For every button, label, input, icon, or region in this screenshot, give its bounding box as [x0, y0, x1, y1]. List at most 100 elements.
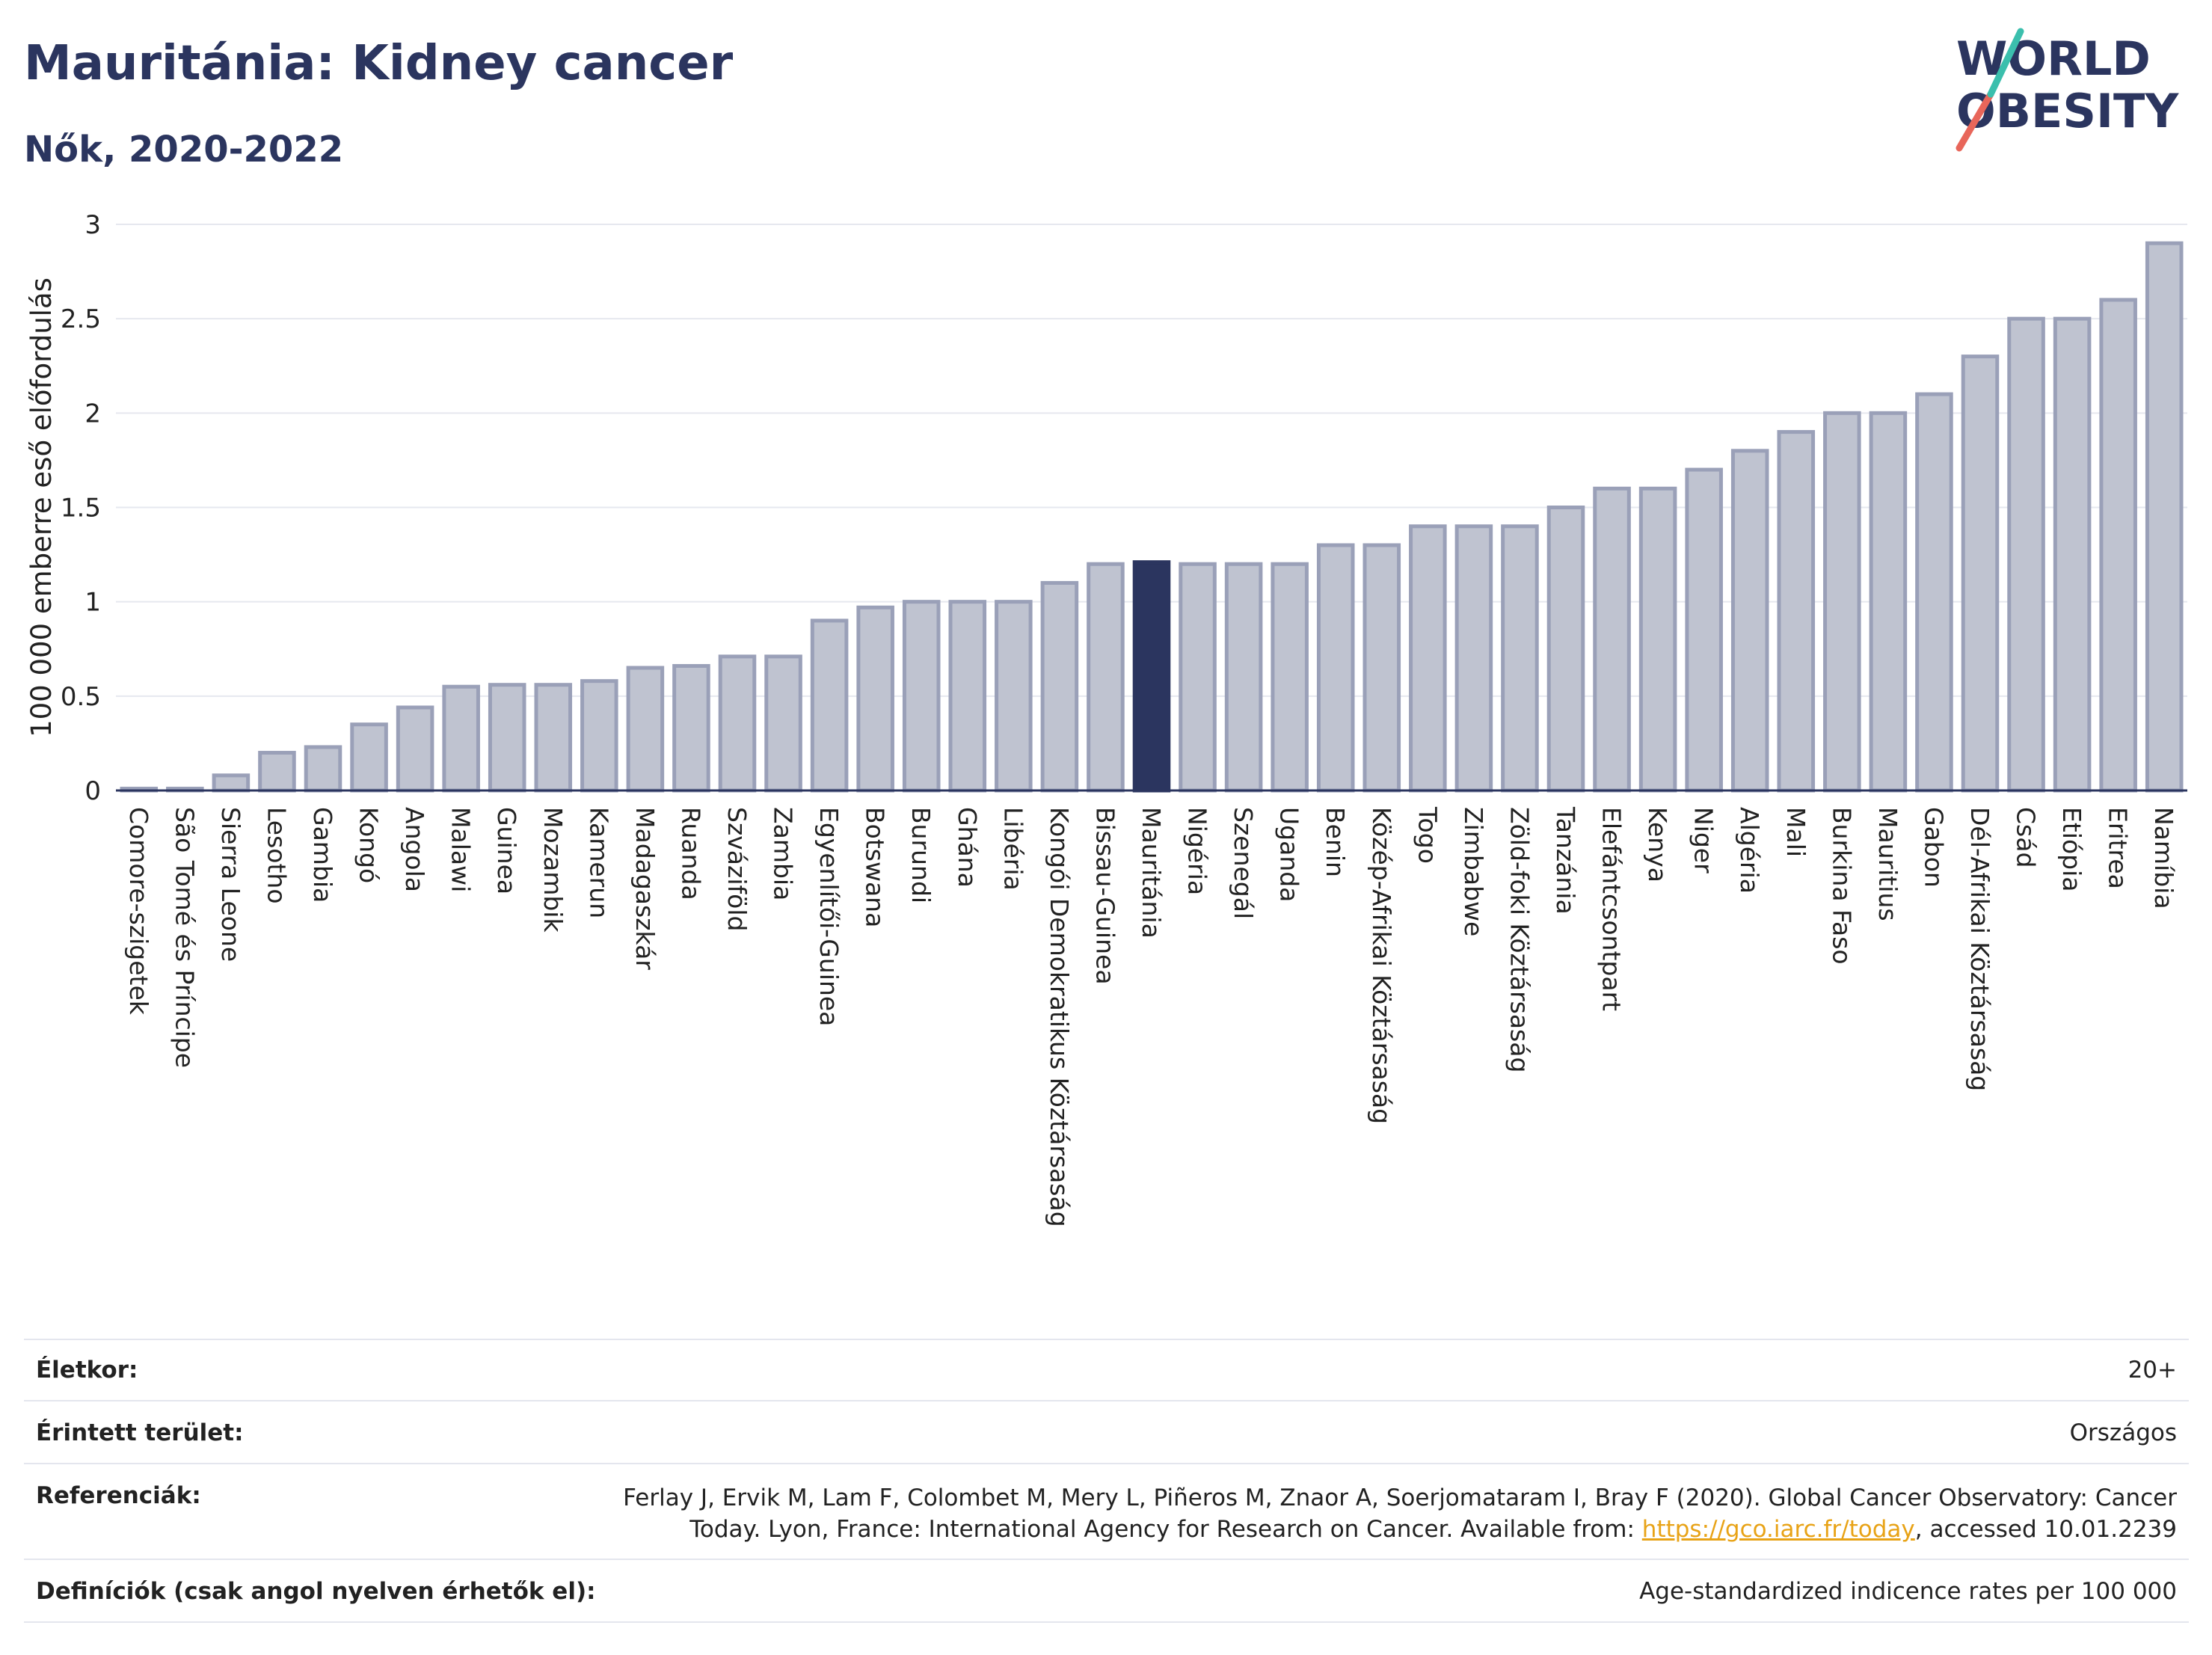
definitions-value: Age-standardized indicence rates per 100…	[1639, 1578, 2177, 1605]
x-tick-label: Benin	[1321, 807, 1350, 877]
bar	[902, 600, 941, 793]
bar	[1593, 486, 1631, 793]
x-tick-label: Mali	[1781, 807, 1810, 857]
x-tick-label: São Tomé és Príncipe	[170, 807, 199, 1068]
x-tick-label: Eritrea	[2104, 807, 2133, 889]
x-tick-label: Togo	[1413, 806, 1442, 864]
x-tick-label: Namíbia	[2149, 807, 2178, 909]
x-tick-label: Guinea	[492, 807, 521, 894]
bar	[718, 654, 757, 793]
x-tick-label: Ghána	[953, 807, 982, 888]
y-axis-label: 100 000 emberre eső előfordulás	[25, 277, 58, 737]
y-tick-label: 1	[85, 588, 101, 618]
bar	[948, 600, 987, 793]
x-tick-label: Kongói Demokratikus Köztársaság	[1045, 807, 1074, 1227]
x-tick-label: Malawi	[446, 807, 476, 892]
chart-title: Mauritánia: Kidney cancer	[24, 36, 734, 91]
x-tick-label: Botswana	[861, 807, 890, 927]
x-tick-label: Gabon	[1919, 807, 1948, 888]
x-tick-label: Algéria	[1735, 807, 1764, 894]
y-axis-ticks: 0 0.5 1 1.5 2 2.5 3	[61, 210, 101, 806]
bar	[534, 683, 573, 793]
bar	[1823, 411, 1861, 793]
bar	[304, 745, 342, 793]
gco-link[interactable]: https://gco.iarc.fr/today	[1641, 1516, 1915, 1543]
bar	[1730, 449, 1769, 793]
bar	[1546, 506, 1585, 793]
bar	[1316, 543, 1355, 793]
bar	[1224, 562, 1263, 793]
x-tick-label: Gambia	[308, 807, 337, 903]
bar	[672, 663, 710, 793]
x-tick-label: Mauritius	[1873, 807, 1902, 921]
definitions-label: Definíciók (csak angol nyelven érhetők e…	[36, 1578, 596, 1605]
bar	[1409, 524, 1447, 793]
references-value: Ferlay J, Ervik M, Lam F, Colombet M, Me…	[494, 1482, 2177, 1545]
x-tick-label: Bissau-Guinea	[1090, 807, 1119, 985]
bar	[350, 722, 388, 793]
references-accessed: , accessed 10.01.2239	[1914, 1516, 2177, 1543]
age-value: 20+	[2127, 1357, 2177, 1384]
x-tick-label: Etiópia	[2057, 807, 2086, 892]
info-row-age: Életkor: 20+	[24, 1339, 2189, 1400]
bar	[1362, 543, 1401, 793]
bar	[2145, 241, 2184, 793]
x-axis-labels: Comore-szigetek São Tomé és Príncipe Sierr…	[124, 806, 2178, 1227]
x-tick-label: Mauritánia	[1137, 807, 1166, 939]
bar	[626, 666, 665, 793]
x-tick-label: Lesotho	[262, 807, 291, 904]
bar	[1501, 524, 1539, 793]
references-line-2-text: Today. Lyon, France: International Agenc…	[689, 1516, 1642, 1543]
x-tick-label: Egyenlítői-Guinea	[814, 807, 844, 1026]
area-label: Érintett terület:	[36, 1419, 244, 1446]
x-tick-label: Csád	[2012, 807, 2041, 868]
y-tick-label: 0.5	[61, 682, 101, 712]
bar	[1454, 524, 1493, 793]
x-tick-label: Uganda	[1275, 807, 1304, 902]
x-tick-label: Ruanda	[676, 807, 705, 900]
area-value: Országos	[2069, 1419, 2177, 1446]
bar	[1179, 562, 1217, 793]
bar	[1915, 392, 1953, 793]
info-row-definitions: Definíciók (csak angol nyelven érhetők e…	[24, 1559, 2189, 1623]
x-tick-label: Nigéria	[1183, 807, 1212, 895]
bar	[1087, 562, 1125, 793]
references-line-2: Today. Lyon, France: International Agenc…	[494, 1514, 2177, 1545]
bar	[2053, 316, 2092, 793]
bar	[2007, 316, 2045, 793]
world-obesity-logo: WORLD OBESITY	[1956, 28, 2179, 152]
bars	[120, 241, 2184, 793]
bar-chart: 0 0.5 1 1.5 2 2.5 3 Comore-szigetek São Tomé és…	[25, 210, 2187, 1227]
bar	[1271, 562, 1309, 793]
x-tick-label: Zambia	[769, 807, 798, 900]
x-tick-label: Mozambik	[538, 807, 568, 933]
bar	[442, 684, 480, 793]
bar-highlight	[1132, 560, 1171, 793]
references-label: Referenciák:	[36, 1482, 201, 1509]
bar	[580, 679, 618, 793]
y-tick-label: 0	[85, 776, 101, 806]
bar	[810, 618, 849, 793]
bar	[396, 705, 434, 793]
bar	[258, 751, 296, 793]
info-row-references: Referenciák: Ferlay J, Ervik M, Lam F, C…	[24, 1463, 2189, 1559]
y-tick-label: 1.5	[61, 494, 101, 523]
logo-line-1: WORLD	[1956, 31, 2151, 86]
x-tick-label: Niger	[1689, 807, 1718, 873]
y-tick-label: 2	[85, 399, 101, 429]
x-tick-label: Szenegál	[1229, 807, 1258, 919]
bar	[1961, 354, 2000, 793]
x-tick-label: Zimbabwe	[1459, 807, 1488, 936]
bar	[488, 683, 526, 793]
x-tick-label: Dél-Afrikai Köztársaság	[1965, 807, 1994, 1091]
logo-slash-coral	[1956, 90, 1994, 152]
bar	[856, 605, 894, 793]
x-tick-label: Burundi	[906, 807, 936, 903]
logo-slash-teal	[1987, 28, 2024, 98]
bar	[1777, 430, 1816, 793]
x-tick-label: Kenya	[1643, 807, 1672, 882]
x-tick-label: Szváziföld	[722, 807, 752, 931]
bar	[1869, 411, 1908, 793]
x-tick-label: Angola	[400, 807, 429, 892]
bar	[212, 773, 251, 793]
